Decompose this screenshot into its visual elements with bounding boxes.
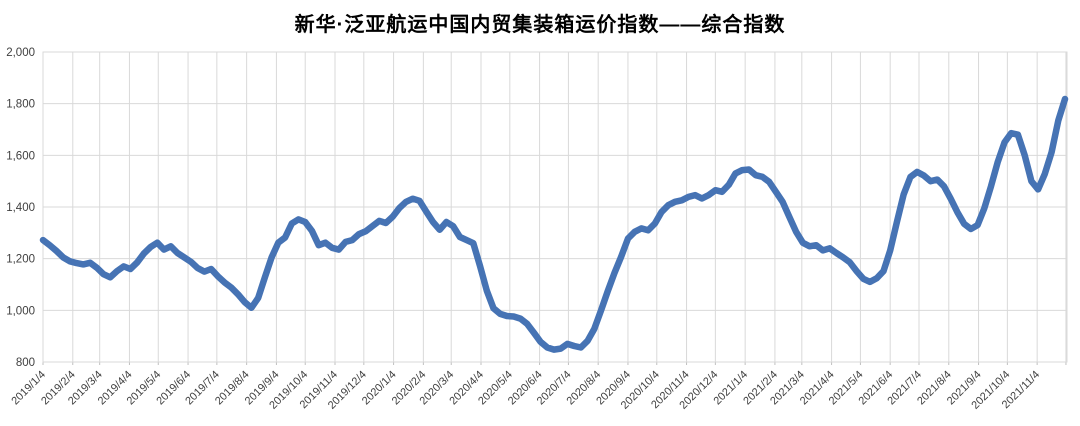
y-tick-label: 1,800 [6, 99, 35, 111]
y-tick-label: 1,400 [6, 202, 35, 214]
x-axis-labels: 2019/1/42019/2/42019/3/42019/4/42019/5/4… [9, 369, 1042, 412]
y-tick-label: 1,000 [6, 305, 35, 317]
y-tick-label: 1,200 [6, 254, 35, 266]
series-line [39, 95, 1069, 353]
y-tick-label: 800 [16, 357, 35, 369]
gridlines [42, 51, 1068, 365]
y-axis-labels: 800 1,000 1,200 1,400 1,600 1,800 2,000 [6, 47, 35, 369]
chart-title: 新华·泛亚航运中国内贸集装箱运价指数——综合指数 [294, 14, 786, 36]
composite-index-series [39, 95, 1069, 353]
y-tick-label: 2,000 [6, 47, 35, 59]
y-tick-label: 1,600 [6, 150, 35, 162]
